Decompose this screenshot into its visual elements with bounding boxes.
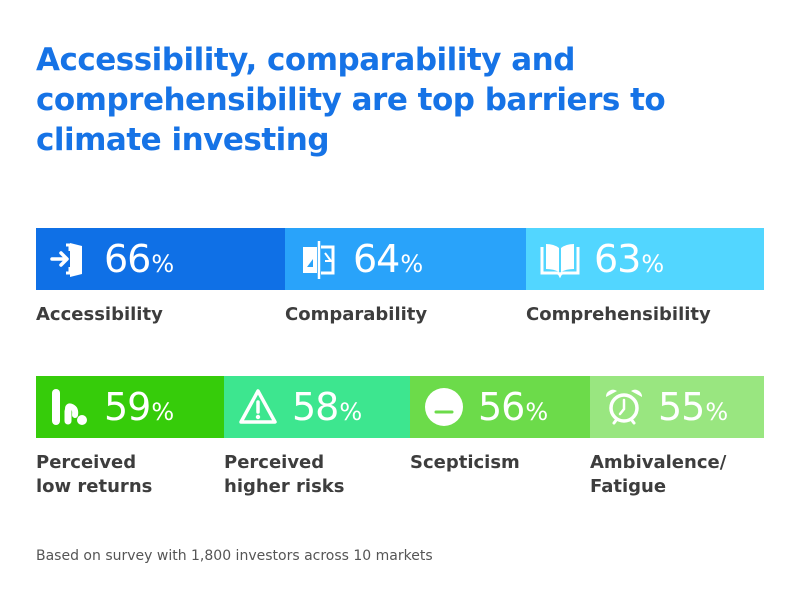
bar-comprehensibility: 63% bbox=[526, 228, 764, 290]
category-label: Scepticism bbox=[410, 452, 520, 473]
value-label: 58% bbox=[292, 385, 362, 429]
alarm-clock-icon bbox=[604, 387, 644, 427]
warning-icon bbox=[238, 387, 278, 427]
value-label: 63% bbox=[594, 237, 664, 281]
category-label: Perceived higher risks bbox=[224, 452, 345, 497]
book-icon bbox=[540, 239, 580, 279]
low-bars-icon bbox=[50, 387, 90, 427]
value-label: 59% bbox=[104, 385, 174, 429]
chart-title: Accessibility, comparability and compreh… bbox=[36, 42, 666, 158]
value-label: 56% bbox=[478, 385, 548, 429]
bar-perceived-low-returns: 59% bbox=[36, 376, 224, 438]
value-label: 66% bbox=[104, 237, 174, 281]
value-label: 55% bbox=[658, 385, 728, 429]
category-label: Ambivalence/Fatigue bbox=[590, 452, 727, 497]
category-label: Perceived low returns bbox=[36, 452, 153, 497]
bar-ambivalence-fatigue: 55% bbox=[590, 376, 764, 438]
minus-circle-icon bbox=[424, 387, 464, 427]
compare-icon bbox=[299, 239, 339, 279]
bar-accessibility: 66% bbox=[36, 228, 285, 290]
top-row: 66% 64% 63% bbox=[36, 228, 764, 290]
bar-scepticism: 56% bbox=[410, 376, 590, 438]
bar-perceived-higher-risks: 58% bbox=[224, 376, 410, 438]
bottom-row: 59% 58% 56% 55% bbox=[36, 376, 764, 438]
footnote: Based on survey with 1,800 investors acr… bbox=[36, 548, 433, 564]
category-label: Accessibility bbox=[36, 304, 163, 325]
category-label: Comprehensibility bbox=[526, 304, 711, 325]
value-label: 64% bbox=[353, 237, 423, 281]
category-label: Comparability bbox=[285, 304, 428, 325]
door-enter-icon bbox=[50, 239, 90, 279]
bar-comparability: 64% bbox=[285, 228, 526, 290]
